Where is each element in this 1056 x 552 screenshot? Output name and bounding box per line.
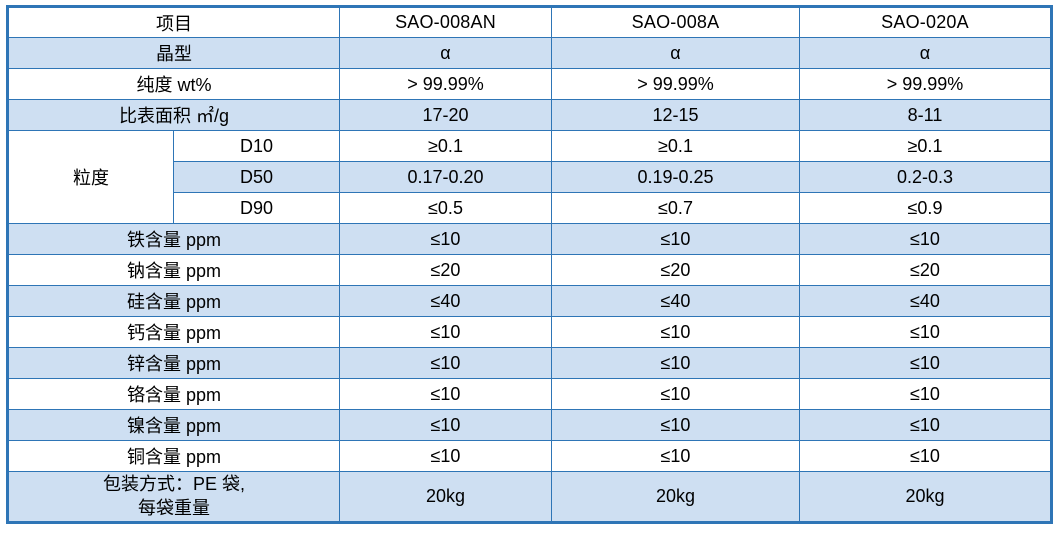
header-item-cell: 项目 (7, 6, 340, 38)
row-chromium-content: 铬含量 ppm ≤10 ≤10 ≤10 (7, 378, 1052, 410)
value-cell: 20kg (339, 471, 552, 523)
value-cell: ≤40 (551, 285, 800, 317)
value-cell: ≤10 (339, 223, 552, 255)
value-cell: > 99.99% (339, 68, 552, 100)
row-label-cell: 晶型 (7, 37, 340, 69)
row-label-cell: 铬含量 ppm (7, 378, 340, 410)
value-cell: 0.17-0.20 (339, 161, 552, 193)
value-cell: > 99.99% (799, 68, 1052, 100)
product-spec-table: 项目 SAO-008AN SAO-008A SAO-020A 晶型 α α α … (6, 5, 1053, 524)
row-label-cell: 铁含量 ppm (7, 223, 340, 255)
value-cell: ≤10 (799, 316, 1052, 348)
row-particle-size-d50: D50 0.17-0.20 0.19-0.25 0.2-0.3 (8, 161, 1052, 193)
value-cell: ≤10 (799, 440, 1052, 472)
row-label-cell: 锌含量 ppm (7, 347, 340, 379)
value-cell: ≤10 (551, 347, 800, 379)
value-cell: ≤0.5 (339, 192, 552, 224)
row-label-cell: 钙含量 ppm (7, 316, 340, 348)
row-label-cell: 比表面积 ㎡/g (7, 99, 340, 131)
value-cell: 0.19-0.25 (551, 161, 800, 193)
value-cell: ≤10 (339, 409, 552, 441)
row-particle-size-d10: 粒度 D10 ≥0.1 ≥0.1 ≥0.1 (7, 130, 1052, 224)
value-cell: ≤10 (799, 378, 1052, 410)
row-iron-content: 铁含量 ppm ≤10 ≤10 ≤10 (7, 223, 1052, 255)
value-cell: ≤40 (339, 285, 552, 317)
packaging-label-cell: 包装方式：PE 袋, 每袋重量 (7, 471, 340, 523)
value-cell: ≤10 (551, 409, 800, 441)
value-cell: ≤10 (799, 223, 1052, 255)
row-label-cell: 铜含量 ppm (7, 440, 340, 472)
value-cell: ≤10 (339, 440, 552, 472)
row-crystal-type: 晶型 α α α (7, 37, 1052, 69)
value-cell: α (799, 37, 1052, 69)
header-product-sao-020a: SAO-020A (799, 6, 1052, 38)
value-cell: ≥0.1 (339, 130, 552, 162)
value-cell: ≤0.7 (551, 192, 800, 224)
row-calcium-content: 钙含量 ppm ≤10 ≤10 ≤10 (7, 316, 1052, 348)
value-cell: ≤20 (339, 254, 552, 286)
header-product-sao-008an: SAO-008AN (339, 6, 552, 38)
value-cell: α (551, 37, 800, 69)
value-cell: 8-11 (799, 99, 1052, 131)
particle-size-group-cell: 粒度 (7, 130, 174, 224)
value-cell: ≤0.9 (799, 192, 1052, 224)
header-row: 项目 SAO-008AN SAO-008A SAO-020A (7, 6, 1052, 38)
row-label-cell: D10 (173, 130, 340, 162)
value-cell: 20kg (799, 471, 1052, 523)
value-cell: ≤40 (799, 285, 1052, 317)
value-cell: ≤20 (551, 254, 800, 286)
value-cell: 17-20 (339, 99, 552, 131)
value-cell: ≤10 (799, 409, 1052, 441)
value-cell: ≤20 (799, 254, 1052, 286)
row-label-cell: 钠含量 ppm (7, 254, 340, 286)
row-copper-content: 铜含量 ppm ≤10 ≤10 ≤10 (7, 440, 1052, 472)
row-particle-size-d90: D90 ≤0.5 ≤0.7 ≤0.9 (8, 192, 1052, 224)
value-cell: ≤10 (551, 440, 800, 472)
row-label-cell: 硅含量 ppm (7, 285, 340, 317)
row-label-cell: D50 (173, 161, 340, 193)
value-cell: 20kg (551, 471, 800, 523)
header-product-sao-008a: SAO-008A (551, 6, 800, 38)
row-specific-surface-area: 比表面积 ㎡/g 17-20 12-15 8-11 (7, 99, 1052, 131)
value-cell: ≤10 (551, 316, 800, 348)
value-cell: ≥0.1 (799, 130, 1052, 162)
value-cell: ≤10 (799, 347, 1052, 379)
row-label-cell: 纯度 wt% (7, 68, 340, 100)
value-cell: > 99.99% (551, 68, 800, 100)
value-cell: α (339, 37, 552, 69)
value-cell: ≤10 (339, 378, 552, 410)
row-sodium-content: 钠含量 ppm ≤20 ≤20 ≤20 (7, 254, 1052, 286)
value-cell: ≥0.1 (551, 130, 800, 162)
row-zinc-content: 锌含量 ppm ≤10 ≤10 ≤10 (7, 347, 1052, 379)
row-nickel-content: 镍含量 ppm ≤10 ≤10 ≤10 (7, 409, 1052, 441)
row-label-cell: D90 (173, 192, 340, 224)
value-cell: ≤10 (339, 347, 552, 379)
value-cell: ≤10 (339, 316, 552, 348)
value-cell: 12-15 (551, 99, 800, 131)
value-cell: 0.2-0.3 (799, 161, 1052, 193)
value-cell: ≤10 (551, 223, 800, 255)
row-purity: 纯度 wt% > 99.99% > 99.99% > 99.99% (7, 68, 1052, 100)
row-packaging: 包装方式：PE 袋, 每袋重量 20kg 20kg 20kg (7, 471, 1052, 523)
row-label-cell: 镍含量 ppm (7, 409, 340, 441)
row-silicon-content: 硅含量 ppm ≤40 ≤40 ≤40 (7, 285, 1052, 317)
value-cell: ≤10 (551, 378, 800, 410)
